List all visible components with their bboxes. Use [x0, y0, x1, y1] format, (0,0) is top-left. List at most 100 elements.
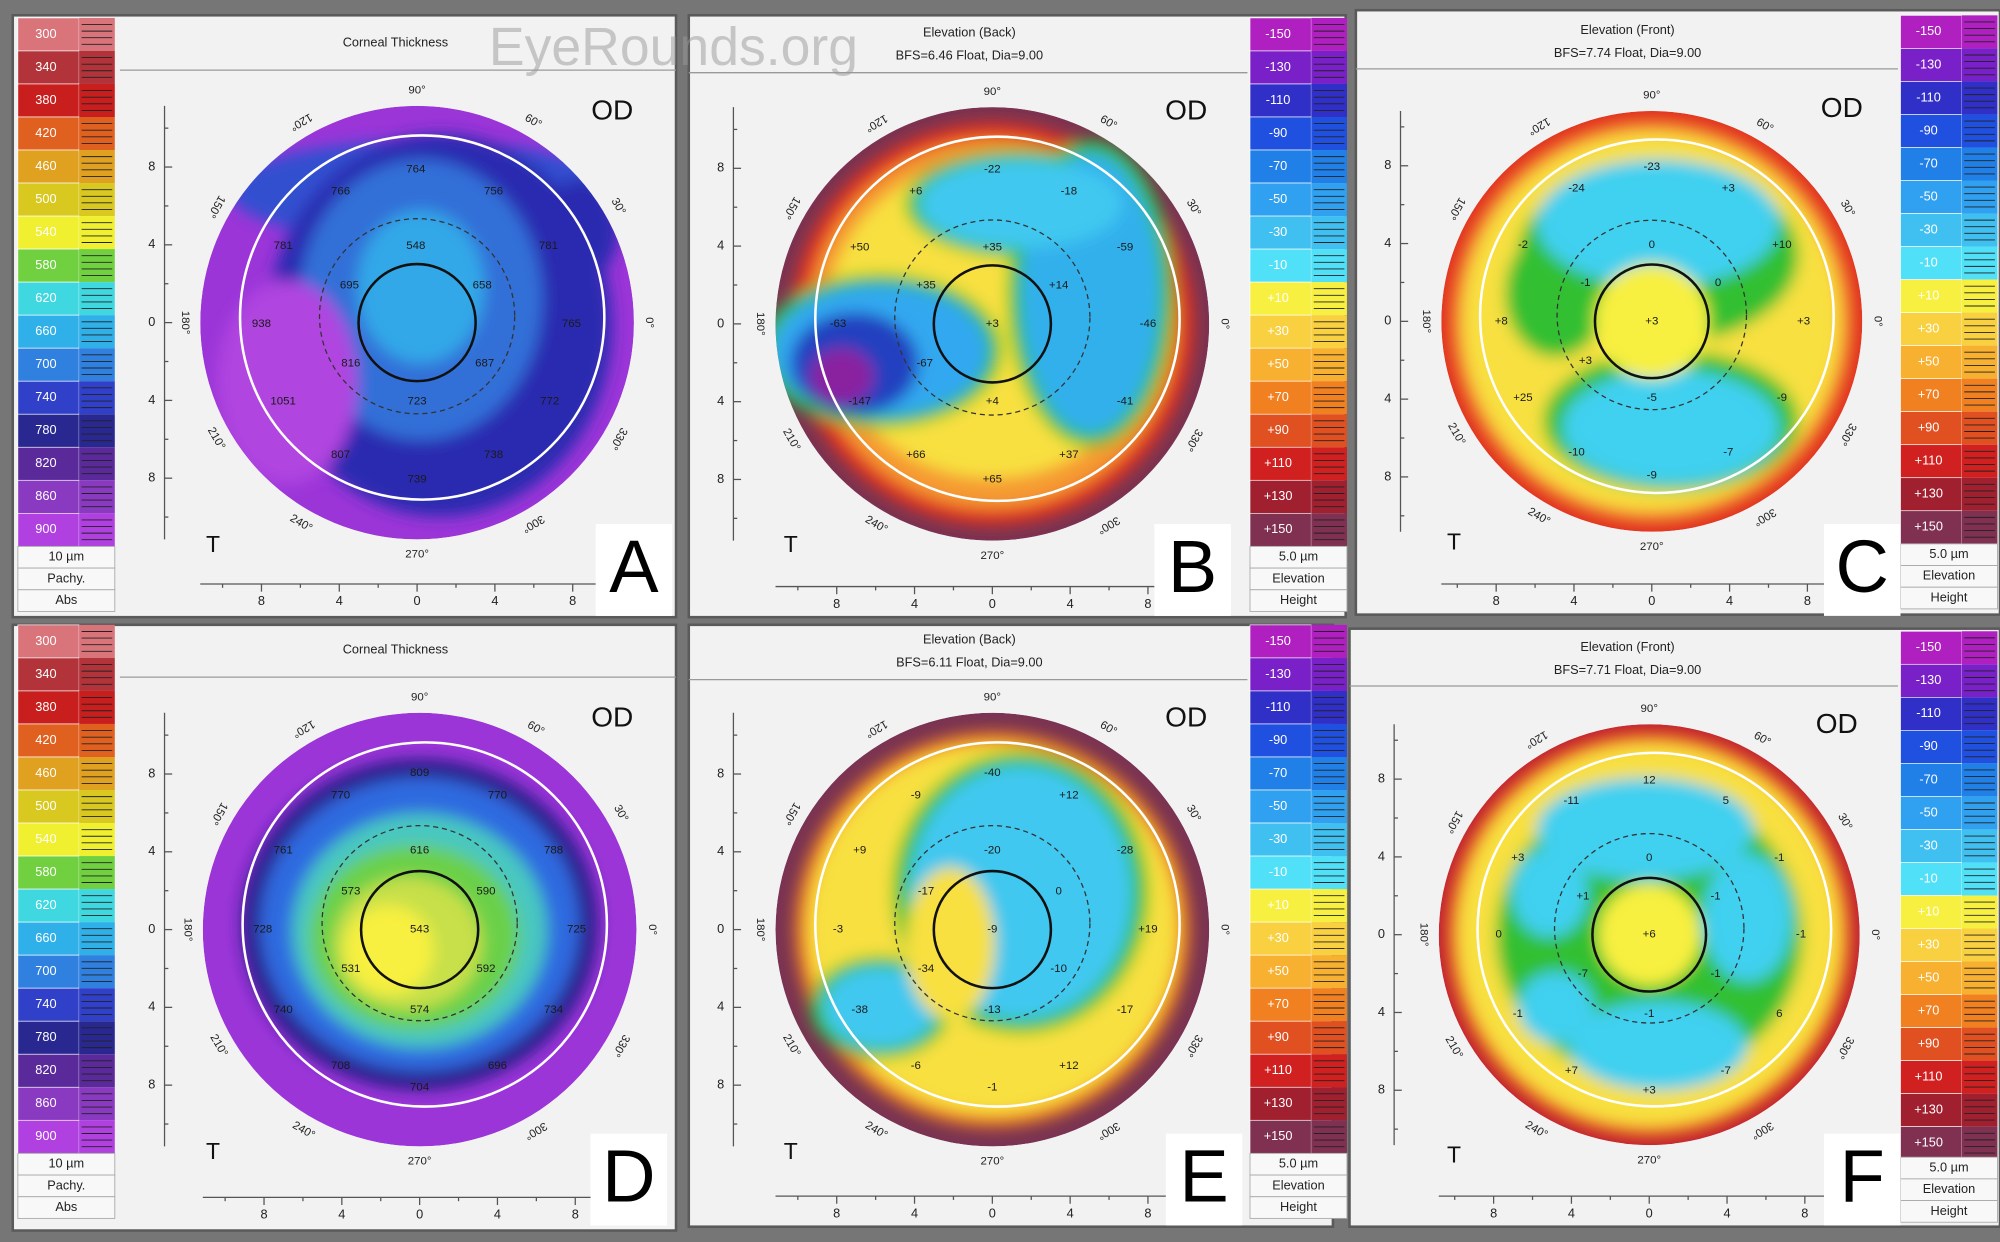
scale-swatch	[17, 281, 80, 316]
degree-label: 0°	[1218, 924, 1230, 935]
x-axis-label: 0	[989, 1205, 996, 1220]
scale-label: 820	[35, 1062, 56, 1077]
color-map	[202, 712, 637, 1147]
scale-label: 340	[35, 666, 56, 681]
scale-hatch	[1311, 723, 1347, 757]
scale-label: 860	[35, 488, 56, 503]
scale-hatch	[79, 50, 115, 84]
map-value: 756	[484, 185, 503, 197]
degree-label: 270°	[980, 550, 1004, 562]
scale-label: +30	[1918, 936, 1940, 951]
letter-box	[590, 1133, 668, 1226]
scale-hatch	[1961, 631, 1998, 665]
scale-label: 660	[35, 930, 56, 945]
eye-label: OD	[591, 702, 633, 733]
scale-label: +130	[1914, 1102, 1943, 1117]
panel-letter: E	[1179, 1135, 1228, 1218]
scale-footer: 10 µm	[48, 1156, 84, 1171]
letter-box	[1165, 1133, 1243, 1226]
scale-swatch	[1249, 413, 1312, 448]
map-value: -9	[911, 790, 921, 802]
map-value: 616	[410, 845, 429, 857]
scale-hatch	[1311, 50, 1347, 84]
scale-hatch	[1311, 414, 1347, 448]
scale-hatch	[1311, 756, 1347, 791]
scale-swatch	[17, 855, 80, 890]
scale-swatch	[1900, 763, 1963, 797]
x-axis-label: 0	[989, 596, 996, 611]
scale-hatch	[1961, 1093, 1998, 1127]
scale-footer-cell	[17, 1196, 116, 1219]
scale-swatch	[1900, 345, 1963, 379]
scale-swatch	[1249, 657, 1312, 692]
scale-label: +130	[1264, 1095, 1293, 1110]
scale-hatch	[1961, 246, 1998, 280]
scale-swatch	[17, 446, 80, 481]
scale-swatch	[17, 690, 80, 725]
degree-label: 270°	[1640, 541, 1664, 553]
map-region	[1702, 854, 1793, 982]
panel-subtitle: BFS=6.46 Float, Dia=9.00	[896, 47, 1043, 62]
scale-swatch	[1900, 630, 1963, 665]
degree-label: 270°	[408, 1156, 432, 1168]
letter-box	[1823, 524, 1901, 616]
map-value: +25	[1513, 392, 1532, 404]
panel: Elevation (Front) BFS=7.74 Float, Dia=9.0…	[1354, 8, 2000, 616]
scale-swatch	[17, 215, 80, 250]
x-axis-label: 0	[1648, 593, 1655, 608]
y-axis-label: 4	[717, 843, 724, 858]
scale-hatch	[1311, 690, 1347, 724]
panel-letter: B	[1168, 525, 1217, 608]
scale-label: +110	[1915, 453, 1943, 468]
scale-hatch	[1961, 1027, 1998, 1061]
degree-label: 0°	[646, 924, 658, 935]
scale-hatch	[79, 17, 115, 51]
scale-swatch	[1900, 730, 1963, 764]
map-value: -63	[830, 318, 847, 330]
y-axis-label: 8	[148, 158, 155, 173]
map-value: 543	[410, 924, 429, 936]
map-value: -1	[1774, 852, 1784, 864]
scale-label: -70	[1919, 155, 1937, 170]
eye-label: OD	[591, 95, 633, 126]
scale-footer: Abs	[55, 1199, 77, 1214]
map-value: -10	[1568, 447, 1585, 459]
x-axis-label: 4	[911, 1205, 918, 1220]
map-region	[809, 348, 874, 405]
scale-swatch	[1249, 17, 1312, 52]
scale-swatch	[17, 888, 80, 923]
pupil-circle	[932, 869, 1053, 990]
scale-label: -110	[1266, 92, 1291, 107]
scale-label: +50	[1267, 963, 1289, 978]
map-value: -147	[848, 396, 871, 408]
color-map	[775, 712, 1210, 1147]
scale-label: -90	[1919, 122, 1937, 137]
y-axis-label: 0	[717, 315, 724, 330]
scale-footer: 10 µm	[48, 549, 84, 564]
map-value: +6	[1643, 929, 1656, 941]
map-region	[1598, 883, 1701, 986]
map-value: 0	[1715, 277, 1721, 289]
scale-label: +30	[1918, 320, 1940, 335]
zone-circle	[241, 741, 609, 1108]
map-value: 728	[253, 924, 272, 936]
map-value: -22	[984, 164, 1001, 176]
scale-swatch	[1249, 512, 1312, 547]
map-value: 531	[341, 963, 360, 975]
map-value: -13	[984, 1004, 1001, 1016]
scale-swatch	[1249, 1086, 1312, 1121]
scale-hatch	[79, 790, 115, 824]
scale-hatch	[1311, 116, 1347, 151]
degree-label: 90°	[408, 85, 425, 97]
scale-footer: Pachy.	[47, 1177, 85, 1192]
map-value: +66	[906, 449, 925, 461]
side-label: T	[1447, 1142, 1461, 1168]
map-region	[1517, 971, 1595, 1044]
scale-label: 780	[35, 1029, 56, 1044]
map-region	[822, 966, 938, 1049]
scale-hatch	[1311, 216, 1347, 250]
color-map	[1441, 110, 1863, 532]
x-axis-label: 8	[1144, 1205, 1151, 1220]
y-axis-label: 8	[148, 765, 155, 780]
scale-label: -130	[1916, 56, 1942, 71]
